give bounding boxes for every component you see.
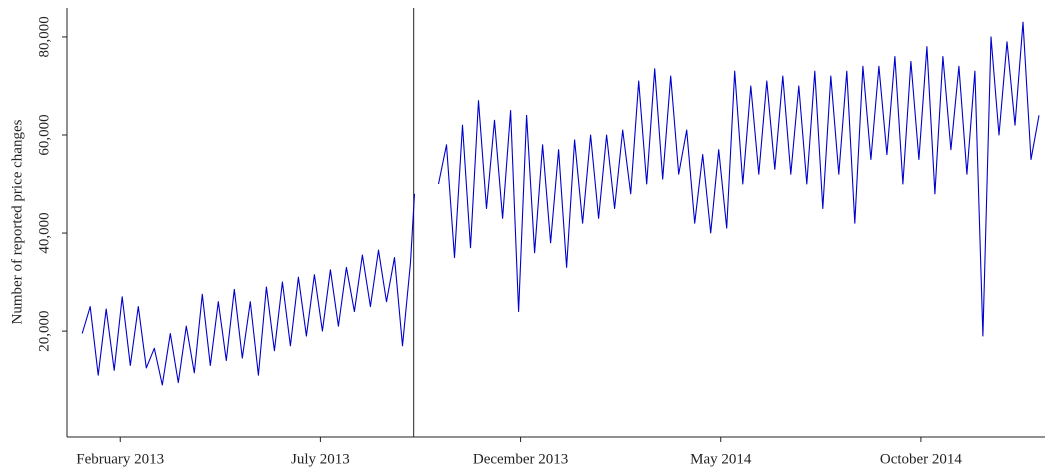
- x-tick-label: February 2013: [76, 451, 164, 467]
- y-tick-label: 80,000: [36, 16, 52, 57]
- x-tick-label: May 2014: [690, 451, 752, 467]
- x-tick-label: October 2014: [880, 451, 963, 467]
- y-axis-title: Number of reported price changes: [9, 119, 25, 324]
- x-tick-label: July 2013: [291, 451, 350, 467]
- y-tick-label: 40,000: [36, 212, 52, 253]
- y-tick-label: 20,000: [36, 310, 52, 351]
- data-line: [81, 21, 1040, 386]
- y-tick-label: 60,000: [36, 114, 52, 155]
- x-tick-label: December 2013: [473, 451, 568, 467]
